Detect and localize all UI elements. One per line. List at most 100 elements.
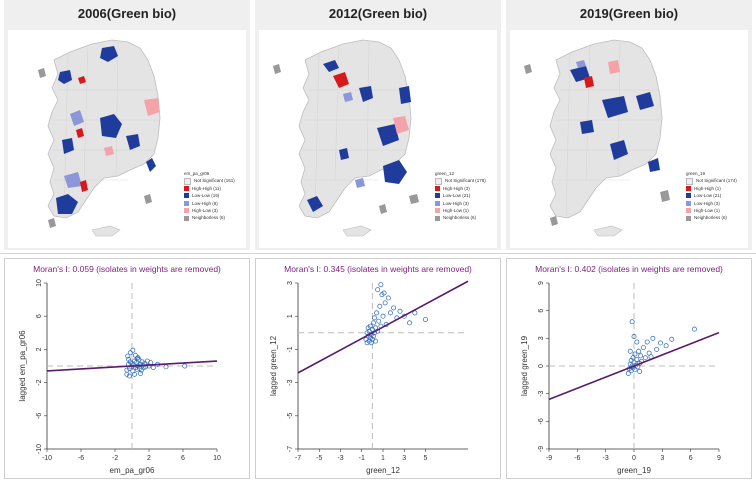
regression-line	[297, 280, 469, 374]
x-tick-label: -9	[546, 455, 552, 462]
data-point	[663, 343, 669, 349]
x-tick-label: -7	[295, 455, 301, 462]
data-point	[631, 334, 637, 339]
low-low-region	[62, 138, 74, 154]
legend-item: Low-High (3)	[686, 200, 737, 207]
y-tick-label: 6	[538, 309, 545, 313]
legend-title: em_pa_gr06	[184, 171, 210, 176]
peninsula-shape	[549, 39, 663, 219]
low-low-region	[602, 96, 628, 118]
korea-map-2006	[38, 39, 161, 237]
data-point	[367, 323, 373, 329]
x-tick-label: 5	[424, 455, 428, 462]
moran-scatter-plot: -9 -6 -3 0 3 6 9 -9 -6 -3 0 3 6 9 green_19 lagged green…	[520, 281, 721, 475]
data-point	[150, 365, 156, 371]
data-point	[135, 355, 141, 361]
low-high-region	[70, 110, 84, 126]
cluster-map: em_pa_gr06 Not Significant (161) High-Hi…	[8, 30, 246, 248]
data-point	[132, 358, 138, 364]
data-point	[139, 359, 145, 365]
legend-item: Not Significant (161)	[184, 177, 235, 185]
low-low-region	[359, 86, 373, 102]
data-point	[632, 367, 638, 373]
data-point	[378, 282, 384, 288]
data-point	[640, 345, 646, 351]
legend-item: High-High (3)	[435, 185, 486, 192]
data-point	[376, 318, 382, 324]
low-high-region	[64, 172, 82, 188]
low-low-region	[383, 160, 407, 184]
low-low-region	[307, 196, 323, 212]
data-point	[634, 357, 640, 362]
low-low-region	[339, 148, 349, 160]
low-high-region	[355, 178, 365, 188]
data-point	[373, 325, 379, 331]
low-low-region	[126, 134, 140, 150]
legend-item: High-Low (3)	[184, 207, 235, 214]
data-point	[691, 326, 697, 332]
data-point	[370, 320, 376, 326]
data-point	[423, 317, 428, 322]
data-point	[368, 340, 374, 346]
map-title: 2012(Green bio)	[328, 6, 428, 21]
data-point	[375, 287, 381, 293]
y-tick-label: -3	[287, 379, 294, 385]
x-axis-title: em_pa_gr06	[110, 466, 155, 475]
low-low-region	[610, 140, 628, 160]
legend-item: Low-High (3)	[435, 200, 486, 207]
x-tick-label: 3	[660, 455, 664, 462]
high-high-region	[76, 128, 84, 138]
y-axis-title: lagged em_pa_gr06	[18, 330, 27, 402]
legend-item: Neighborless (6)	[184, 214, 235, 221]
x-tick-label: 1	[381, 455, 385, 462]
x-tick-label: -6	[574, 455, 580, 462]
legend-title: green_12	[435, 171, 455, 176]
data-point	[397, 308, 403, 314]
data-point	[377, 303, 383, 309]
data-point	[632, 351, 638, 357]
low-low-region	[648, 158, 660, 172]
moran-panel-2019: Moran's I: 0.402 (isolates in weights ar…	[506, 258, 752, 479]
high-low-region	[144, 98, 160, 116]
map-title: 2019(Green bio)	[579, 6, 679, 21]
low-low-region	[100, 46, 118, 62]
low-high-region	[343, 92, 353, 102]
low-low-region	[100, 114, 122, 138]
data-point	[638, 353, 644, 359]
y-tick-label: -10	[36, 444, 43, 454]
data-point	[387, 310, 393, 316]
regression-line	[46, 360, 218, 372]
x-tick-label: 3	[402, 455, 406, 462]
x-tick-label: 10	[213, 455, 221, 462]
moran-statistic: Moran's I: 0.402 (isolates in weights ar…	[535, 264, 723, 274]
data-point	[132, 371, 138, 377]
data-point	[382, 300, 388, 306]
y-tick-label: -1	[287, 346, 294, 352]
y-tick-label: -3	[538, 390, 545, 396]
low-low-region	[399, 86, 411, 104]
data-point	[138, 367, 144, 373]
legend-item: High-High (11)	[184, 185, 235, 192]
neighborless-region	[273, 64, 281, 74]
legend-item: High-Low (1)	[435, 207, 486, 214]
data-point	[657, 340, 663, 346]
neighborless-region	[550, 216, 558, 226]
map-panel-2019: 2019(Green bio) green_19 Not Significant…	[506, 0, 752, 250]
low-high-region	[576, 60, 586, 68]
x-tick-label: -1	[359, 455, 365, 462]
legend-item: High-Low (1)	[686, 207, 737, 214]
legend-title: green_19	[686, 171, 706, 176]
data-point	[163, 364, 169, 370]
y-tick-label: 2	[36, 347, 43, 351]
korea-map-2019	[524, 39, 670, 237]
legend-item: High-High (1)	[686, 185, 737, 192]
data-point	[642, 355, 648, 361]
data-point	[125, 353, 131, 359]
data-point	[138, 371, 143, 376]
moran-scatter-plot: -10 -6 -2 2 6 10 -10 -6 -2 2 6 10 em_pa_gr06 lagged e…	[18, 279, 221, 475]
high-high-region	[584, 76, 594, 88]
y-tick-label: 1	[287, 314, 294, 318]
map-legend: green_12 Not Significant (178) High-High…	[435, 170, 486, 222]
legend-item: Low-Low (21)	[435, 192, 486, 199]
